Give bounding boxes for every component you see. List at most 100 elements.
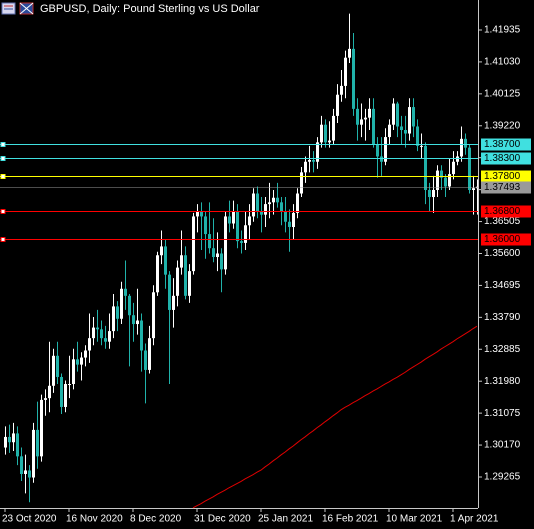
candle-body	[348, 48, 351, 58]
candle-body	[288, 221, 291, 228]
candle-body	[300, 172, 303, 194]
candle-body	[308, 159, 311, 162]
candle-body	[120, 288, 123, 319]
candle-body	[296, 193, 299, 213]
candle-body	[160, 246, 163, 256]
x-tick-label: 10 Mar 2021	[386, 514, 443, 525]
level-label: 1.38700	[484, 139, 521, 150]
y-tick-label: 1.33790	[484, 312, 521, 323]
candle-body	[208, 234, 211, 249]
candle-body	[44, 398, 47, 400]
candle-body	[376, 144, 379, 157]
candle-body	[396, 103, 399, 127]
level-label-box	[481, 138, 531, 151]
candle-body	[416, 126, 419, 146]
x-tick-label: 16 Feb 2021	[322, 514, 379, 525]
candle-body	[8, 436, 11, 443]
candle-body	[432, 189, 435, 198]
candle-body	[448, 174, 451, 187]
symbol-icons	[1, 2, 34, 15]
candle-body	[372, 108, 375, 145]
candle-body	[104, 338, 107, 342]
candle-body	[132, 315, 135, 325]
candle-body	[468, 147, 471, 190]
y-tick-label: 1.30170	[484, 440, 521, 451]
candle-body	[264, 204, 267, 215]
candle-body	[284, 211, 287, 222]
candle-body	[248, 216, 251, 226]
candle-body	[48, 385, 51, 399]
candle-body	[80, 357, 83, 365]
candle-body	[28, 470, 31, 478]
candle-body	[268, 202, 271, 205]
y-tick-label: 1.34695	[484, 280, 521, 291]
y-tick-label: 1.31075	[484, 408, 521, 419]
candle-body	[96, 327, 99, 330]
candle-body	[220, 253, 223, 270]
candle-body	[316, 142, 319, 162]
candle-body	[72, 359, 75, 385]
candle-body	[404, 130, 407, 134]
y-tick-label: 1.31980	[484, 376, 521, 387]
level-handle	[0, 209, 6, 214]
candle-body	[440, 170, 443, 178]
candle-body	[112, 306, 115, 332]
candle-body	[364, 117, 367, 120]
candle-body	[16, 433, 19, 457]
candle-body	[312, 159, 315, 162]
candle-body	[164, 246, 167, 275]
plot-area	[4, 13, 479, 503]
y-tick-label: 1.41935	[484, 25, 521, 36]
candle-body	[368, 108, 371, 118]
candle-body	[124, 288, 127, 296]
candle-body	[168, 274, 171, 310]
candle-body	[172, 295, 175, 310]
candle-body	[388, 124, 391, 138]
level-label: 1.38300	[484, 153, 521, 164]
candle-body	[384, 137, 387, 162]
candle-body	[452, 161, 455, 175]
y-tick-label: 1.40125	[484, 88, 521, 99]
candle-body	[444, 177, 447, 187]
candle-body	[340, 85, 343, 95]
candle-body	[52, 355, 55, 386]
candle-body	[192, 216, 195, 272]
candle-body	[252, 193, 255, 217]
candle-body	[180, 255, 183, 268]
candle-body	[12, 433, 15, 443]
level-handle	[0, 237, 6, 242]
candle-body	[224, 216, 227, 270]
level-handle	[0, 174, 6, 179]
candle-body	[148, 338, 151, 370]
x-tick-label: 31 Dec 2020	[194, 514, 251, 525]
candle-body	[92, 327, 95, 339]
candle-body	[256, 193, 259, 212]
candle-body	[88, 338, 91, 351]
level-label: 1.37800	[484, 171, 521, 182]
candle-body	[20, 456, 23, 474]
candle-body	[428, 189, 431, 198]
candle-body	[464, 138, 467, 148]
x-tick-label: 8 Dec 2020	[130, 514, 182, 525]
candle-body	[320, 124, 323, 143]
level-label: 1.36000	[484, 234, 521, 245]
candle-body	[116, 306, 119, 319]
candle-body	[400, 126, 403, 131]
candle-body	[460, 138, 463, 157]
candle-body	[280, 202, 283, 212]
candle-body	[40, 399, 43, 457]
candle-body	[380, 156, 383, 162]
candle-body	[156, 255, 159, 293]
chart-title: GBPUSD, Daily: Pound Sterling vs US Doll…	[40, 3, 260, 15]
candle-body	[76, 359, 79, 365]
candle-body	[212, 248, 215, 258]
y-tick-label: 1.29265	[484, 472, 521, 483]
candle-body	[144, 350, 147, 370]
level-label-box	[481, 205, 531, 218]
y-tick-label: 1.39220	[484, 120, 521, 131]
candle-body	[456, 156, 459, 162]
candle-body	[352, 48, 355, 109]
icon	[19, 2, 34, 15]
candle-body	[228, 216, 231, 224]
